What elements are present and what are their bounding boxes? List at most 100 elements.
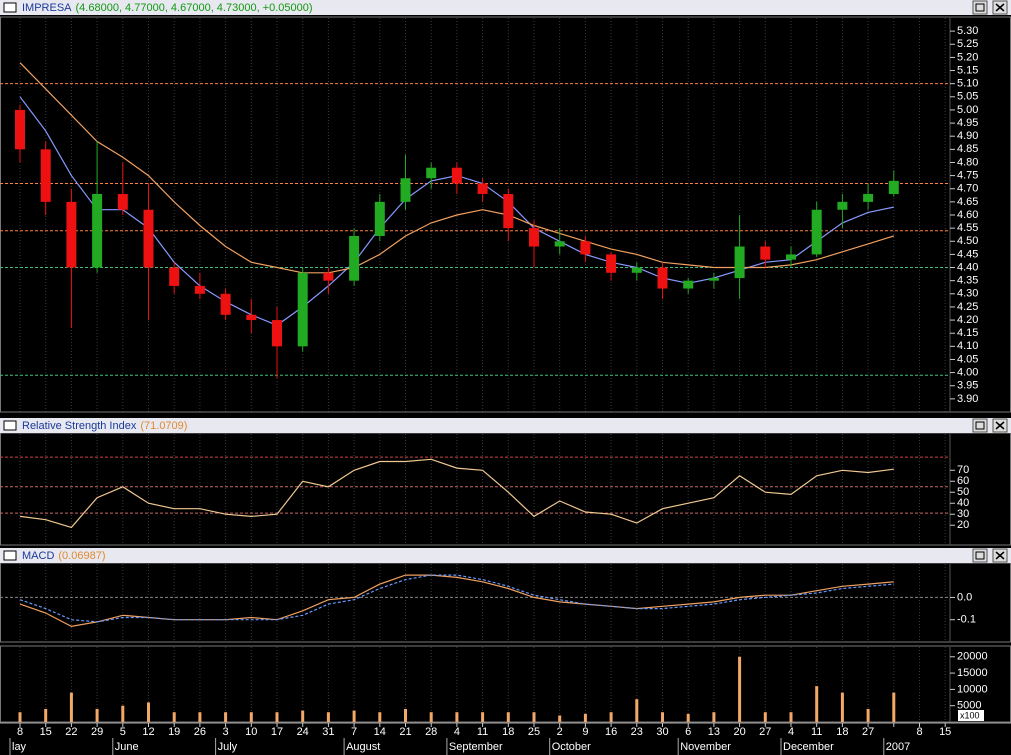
candle-body xyxy=(143,209,154,268)
x-tick-label: 11 xyxy=(811,726,822,738)
y-tick-label: 4.50 xyxy=(957,235,978,247)
panel-title-values: (0.06987) xyxy=(58,550,105,562)
y-tick-label: 4.00 xyxy=(957,367,978,379)
candle-body xyxy=(297,272,308,347)
x-tick-label: 27 xyxy=(759,726,771,738)
y-tick-label: 5000 xyxy=(957,700,981,712)
y-tick-label: 4.80 xyxy=(957,156,978,168)
x-tick-label: 25 xyxy=(528,726,540,738)
button-glyph xyxy=(995,421,1005,430)
title-bar xyxy=(0,418,1011,433)
volume-bar xyxy=(275,712,279,722)
panel-title-values: (71.0709) xyxy=(140,420,187,432)
volume-bar xyxy=(866,708,870,722)
volume-bar xyxy=(301,710,305,722)
candle-body xyxy=(631,267,642,273)
candle-body xyxy=(15,109,25,150)
window-icon xyxy=(3,550,17,561)
candle-body xyxy=(683,280,694,289)
volume-bar xyxy=(789,712,793,722)
month-label: lay xyxy=(12,741,27,753)
y-tick-label: 30 xyxy=(957,508,969,520)
x-tick-label: 3 xyxy=(223,726,229,738)
x-tick-label: 27 xyxy=(862,726,874,738)
candle-body xyxy=(734,246,745,279)
panel-title-values: (4.68000, 4.77000, 4.67000, 4.73000, +0.… xyxy=(76,2,313,14)
button-glyph xyxy=(995,3,1005,12)
month-label: 2007 xyxy=(886,741,910,753)
x-tick-label: 14 xyxy=(374,726,386,738)
x-tick-label: 2 xyxy=(557,726,563,738)
x-tick-label: 13 xyxy=(708,726,720,738)
volume-bar xyxy=(378,712,382,722)
x-tick-label: 8 xyxy=(916,726,922,738)
y-tick-label: -0.1 xyxy=(957,614,976,626)
window-icon xyxy=(3,2,17,13)
window-button[interactable] xyxy=(972,418,988,433)
volume-bar xyxy=(352,710,356,722)
candle-body xyxy=(529,228,539,247)
moving-average xyxy=(19,62,894,274)
y-tick-label: 5.20 xyxy=(957,51,978,63)
y-tick-label: 10000 xyxy=(957,683,988,695)
x-tick-label: 17 xyxy=(271,726,283,738)
candle-body xyxy=(760,246,771,260)
month-label: October xyxy=(552,741,591,753)
unit-box xyxy=(958,710,984,721)
y-tick-label: 4.70 xyxy=(957,183,978,195)
y-tick-label: 50 xyxy=(957,486,969,498)
y-tick-label: 5.25 xyxy=(957,38,978,50)
candle-body xyxy=(246,314,257,321)
month-label: August xyxy=(346,741,380,753)
month-label: September xyxy=(449,741,503,753)
button-glyph xyxy=(975,551,985,560)
window-button[interactable] xyxy=(972,548,988,563)
volume-bar xyxy=(404,708,407,722)
candle-body xyxy=(786,254,796,260)
y-tick-label: 4.35 xyxy=(957,275,978,287)
x-tick-label: 18 xyxy=(836,726,848,738)
x-tick-label: 15 xyxy=(40,726,52,738)
candle-body xyxy=(92,193,103,268)
button-glyph xyxy=(995,551,1005,560)
x-tick-label: 30 xyxy=(656,726,668,738)
title-bar xyxy=(0,548,1011,563)
candle-body xyxy=(40,149,51,202)
month-label: July xyxy=(218,741,238,753)
candle-body xyxy=(323,272,334,281)
unit-label: x100 xyxy=(960,710,980,720)
candle-body xyxy=(811,209,822,255)
y-tick-label: 4.20 xyxy=(957,314,978,326)
y-tick-label: 3.90 xyxy=(957,393,978,405)
window-button[interactable] xyxy=(972,0,988,15)
x-tick-label: 10 xyxy=(245,726,257,738)
x-tick-label: 4 xyxy=(788,726,794,738)
x-axis-strip xyxy=(0,723,1011,755)
volume-bar xyxy=(455,712,459,722)
y-tick-label: 4.25 xyxy=(957,301,978,313)
y-tick-label: 4.15 xyxy=(957,327,978,339)
volume-bar xyxy=(69,692,73,722)
x-tick-label: 29 xyxy=(91,726,103,738)
candle-body xyxy=(426,167,437,179)
candle-body xyxy=(837,201,848,210)
volume-bar xyxy=(326,712,330,722)
candle-body xyxy=(888,180,899,194)
volume-bar xyxy=(583,713,587,722)
candle-body xyxy=(374,201,385,237)
y-tick-label: 20000 xyxy=(957,651,988,663)
volume-bar xyxy=(892,692,896,722)
volume-bar xyxy=(198,712,202,722)
volume-bar xyxy=(686,713,690,722)
month-label: November xyxy=(680,741,731,753)
volume-bar xyxy=(840,692,844,722)
y-tick-label: 4.30 xyxy=(957,288,978,300)
x-tick-label: 15 xyxy=(939,726,951,738)
y-tick-label: 5.30 xyxy=(957,25,978,37)
y-tick-label: 0.0 xyxy=(957,591,972,603)
y-tick-label: 4.65 xyxy=(957,196,978,208)
volume-bar xyxy=(738,656,742,722)
candle-body xyxy=(66,201,77,268)
candle-body xyxy=(657,267,668,289)
